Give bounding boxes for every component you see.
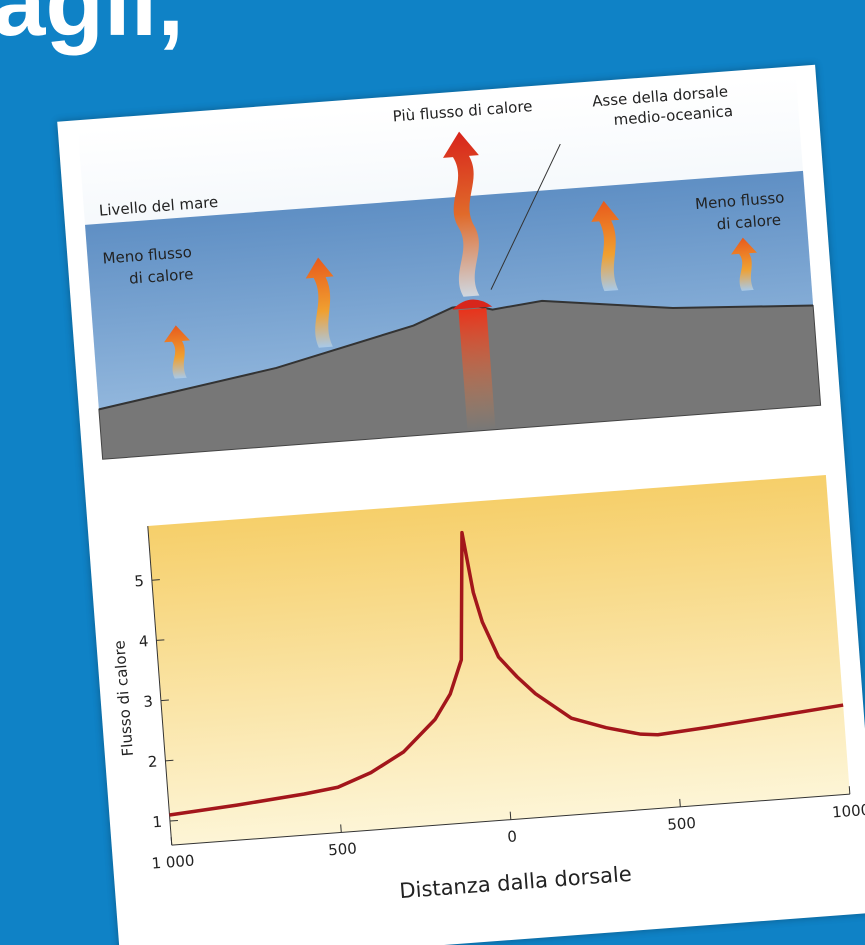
x-tick: [171, 837, 172, 845]
y-tick-label: 4: [138, 632, 149, 651]
x-tick: [341, 824, 342, 832]
y-tick: [170, 820, 178, 821]
x-tick: [680, 799, 681, 807]
y-tick-label: 2: [147, 752, 158, 771]
y-tick: [152, 580, 160, 581]
figure: Più flusso di calore Asse della dorsale …: [57, 65, 865, 945]
x-tick: [510, 812, 511, 820]
slide-title: agli,: [0, 0, 184, 58]
x-axis-title: Distanza dalla dorsale: [399, 862, 633, 903]
y-tick: [165, 760, 173, 761]
y-tick-label: 1: [152, 813, 163, 832]
x-tick-label: 1000: [831, 801, 865, 822]
x-tick: [849, 786, 850, 794]
page-card: Più flusso di calore Asse della dorsale …: [57, 65, 865, 945]
x-tick-label: 0: [507, 827, 518, 846]
y-tick: [156, 640, 164, 641]
x-tick-label: 500: [667, 814, 697, 834]
plot-background: [148, 475, 850, 845]
y-tick: [161, 700, 169, 701]
screen: agli, Più flusso di calore A: [0, 0, 865, 945]
y-tick-label: 5: [134, 572, 145, 591]
y-tick-label: 3: [143, 692, 154, 711]
x-tick-label: 1 000: [151, 852, 195, 873]
x-tick-label: 500: [328, 839, 358, 859]
y-axis-title: Flusso di calore: [110, 640, 137, 757]
